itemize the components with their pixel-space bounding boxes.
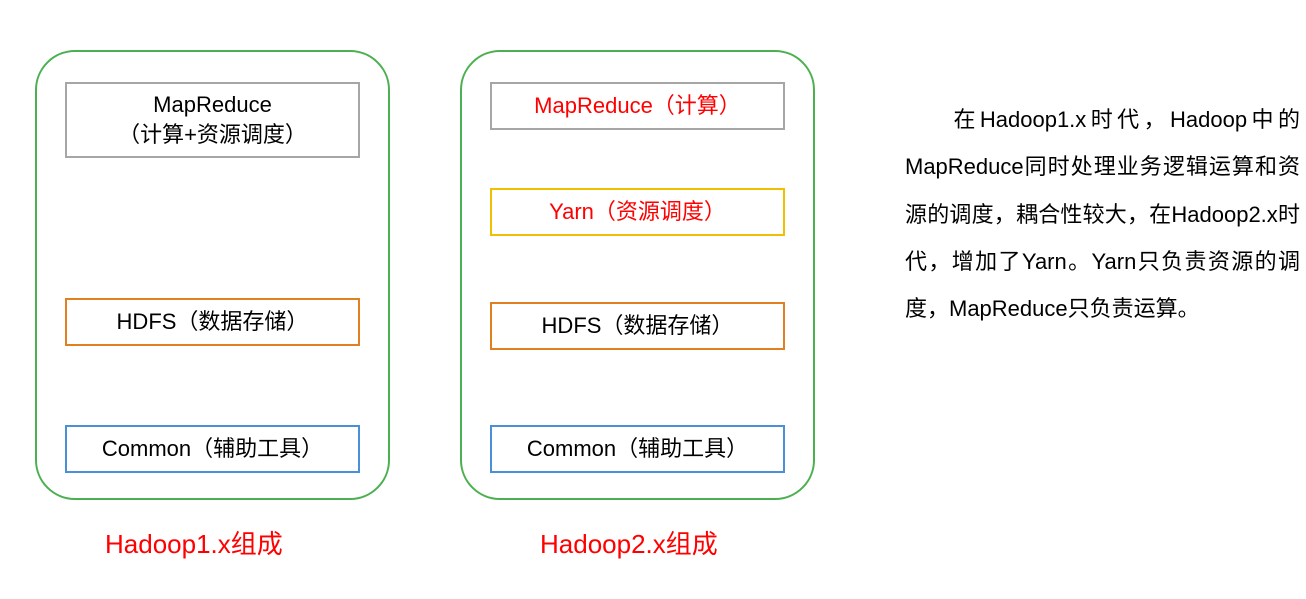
box-line1: MapReduce（计算） [534,91,741,121]
component-box: Common（辅助工具） [490,425,785,473]
hadoop2x-caption: Hadoop2.x组成 [540,524,718,561]
component-box: Yarn（资源调度） [490,188,785,236]
box-line1: Common（辅助工具） [102,434,323,464]
box-line1: HDFS（数据存储） [117,307,309,337]
box-line2: （计算+资源调度） [118,120,307,150]
box-line1: Yarn（资源调度） [549,197,726,227]
component-box: HDFS（数据存储） [490,302,785,350]
box-line1: HDFS（数据存储） [542,311,734,341]
component-box: MapReduce（计算） [490,82,785,130]
hadoop2x-panel: MapReduce（计算） Yarn（资源调度） HDFS（数据存储） Common（… [460,50,815,500]
hadoop1x-panel: MapReduce（计算+资源调度） HDFS（数据存储） Common（辅助工具） [35,50,390,500]
component-box: Common（辅助工具） [65,425,360,473]
description-text: 在Hadoop1.x时代，Hadoop中的MapReduce同时处理业务逻辑运算… [905,96,1300,332]
component-box: MapReduce（计算+资源调度） [65,82,360,158]
hadoop1x-caption: Hadoop1.x组成 [105,524,283,561]
component-box: HDFS（数据存储） [65,298,360,346]
box-line1: Common（辅助工具） [527,434,748,464]
box-line1: MapReduce [153,90,272,120]
